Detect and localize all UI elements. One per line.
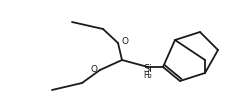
- Text: H₂: H₂: [144, 72, 152, 81]
- Text: O: O: [90, 66, 97, 75]
- Text: O: O: [121, 37, 128, 47]
- Text: Si: Si: [144, 64, 152, 74]
